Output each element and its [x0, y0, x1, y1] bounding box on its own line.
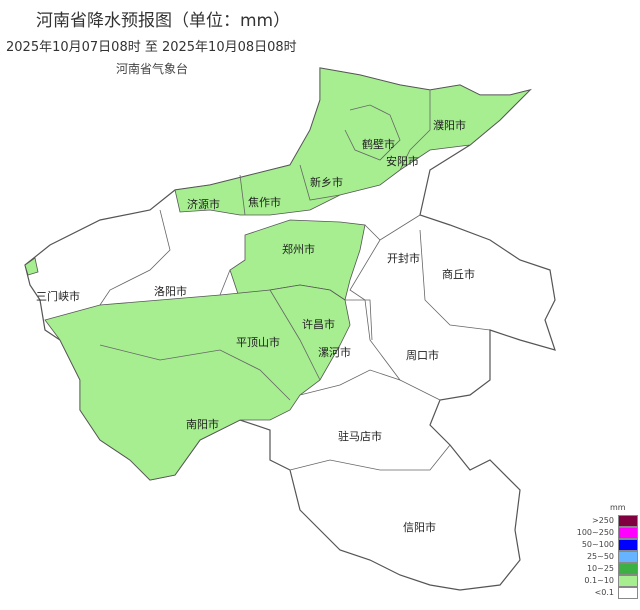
- legend-item: 10~25: [586, 563, 638, 575]
- issuer: 河南省气象台: [116, 62, 189, 76]
- legend-swatch: [618, 551, 638, 563]
- legend-label: 100~250: [576, 528, 614, 537]
- city-label: 三门峡市: [36, 290, 80, 303]
- legend-swatch: [618, 563, 638, 575]
- legend-item: 100~250: [577, 527, 638, 539]
- forecast-period: 2025年10月07日08时 至 2025年10月08日08时: [6, 40, 297, 55]
- city-label: 平顶山市: [236, 336, 280, 349]
- legend-swatch: [618, 587, 638, 599]
- rain-area-north: [174, 67, 532, 216]
- legend-swatch: [618, 515, 638, 527]
- city-label: 驻马店市: [338, 430, 382, 443]
- city-label: 洛阳市: [154, 285, 187, 298]
- legend-label: <0.1: [594, 588, 614, 597]
- city-label: 济源市: [187, 198, 220, 211]
- city-label: 南阳市: [186, 418, 219, 431]
- legend-item: 0.1~10: [584, 575, 638, 587]
- rain-area-southwest: [44, 284, 351, 481]
- legend-label: >250: [592, 516, 614, 525]
- legend-item: >250: [586, 515, 638, 527]
- city-label: 漯河市: [318, 346, 351, 359]
- city-label: 郑州市: [282, 243, 315, 256]
- city-borders: [99, 90, 491, 471]
- legend-swatch: [618, 539, 638, 551]
- legend-label: 0.1~10: [584, 576, 614, 585]
- city-label: 鹤壁市: [362, 138, 395, 151]
- city-label: 焦作市: [248, 196, 281, 209]
- legend-label: 50~100: [581, 540, 614, 549]
- map-title: 河南省降水预报图（单位：mm）: [36, 11, 291, 31]
- rain-area-west-tip: [24, 257, 39, 276]
- city-label: 信阳市: [403, 521, 436, 534]
- legend-item: 25~50: [586, 551, 638, 563]
- legend-item: <0.1: [586, 587, 638, 599]
- legend-swatch: [618, 527, 638, 539]
- legend-item: 50~100: [582, 539, 638, 551]
- legend-label: 10~25: [586, 564, 614, 573]
- legend-swatch: [618, 575, 638, 587]
- legend-unit: mm: [610, 503, 626, 512]
- city-label: 新乡市: [310, 176, 343, 189]
- city-label: 濮阳市: [433, 119, 466, 132]
- city-label: 安阳市: [386, 155, 419, 168]
- city-label: 许昌市: [302, 318, 335, 331]
- city-label: 商丘市: [442, 268, 475, 281]
- city-label: 周口市: [406, 349, 439, 362]
- legend-label: 25~50: [586, 552, 614, 561]
- city-label: 开封市: [387, 252, 420, 265]
